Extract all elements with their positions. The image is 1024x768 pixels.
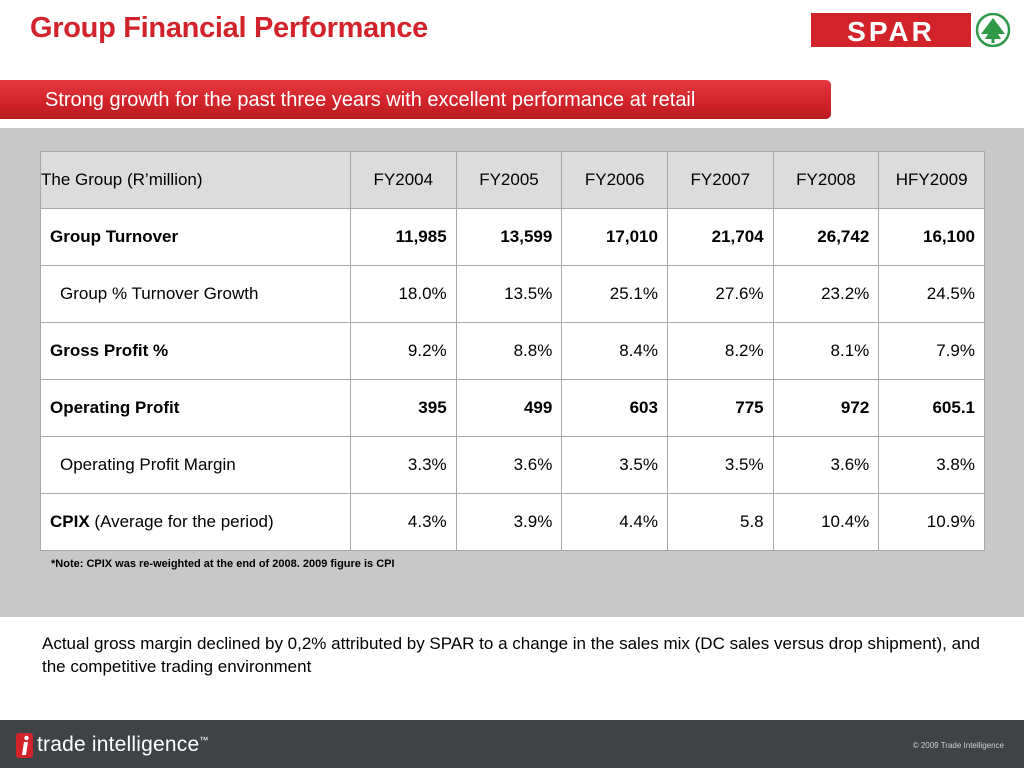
table-cell: 3.6% xyxy=(773,437,879,494)
table-row-operating-margin: Operating Profit Margin 3.3% 3.6% 3.5% 3… xyxy=(41,437,985,494)
table-cell: 27.6% xyxy=(667,266,773,323)
table-header-row: The Group (R’million) FY2004 FY2005 FY20… xyxy=(41,152,985,209)
row-label-suffix: (Average for the period) xyxy=(90,512,274,531)
table-cell: 16,100 xyxy=(879,209,985,266)
table-cell: 499 xyxy=(456,380,562,437)
table-cell: 17,010 xyxy=(562,209,668,266)
row-label: Operating Profit Margin xyxy=(41,437,351,494)
row-label-cpix: CPIX xyxy=(50,512,90,531)
trademark-symbol: ™ xyxy=(199,735,208,745)
row-label: Operating Profit xyxy=(41,380,351,437)
table-row-group-turnover: Group Turnover 11,985 13,599 17,010 21,7… xyxy=(41,209,985,266)
row-label: CPIX (Average for the period) xyxy=(41,494,351,551)
spar-logo: SPAR xyxy=(811,13,1012,47)
footer-brand-name: trade intelligence xyxy=(37,733,199,756)
table-cell: 3.9% xyxy=(456,494,562,551)
table-cell: 3.6% xyxy=(456,437,562,494)
table-cell: 775 xyxy=(667,380,773,437)
commentary-text: Actual gross margin declined by 0,2% att… xyxy=(42,632,982,678)
column-header: FY2005 xyxy=(456,152,562,209)
table-row-turnover-growth: Group % Turnover Growth 18.0% 13.5% 25.1… xyxy=(41,266,985,323)
banner-text: Strong growth for the past three years w… xyxy=(45,89,695,112)
table-panel: The Group (R’million) FY2004 FY2005 FY20… xyxy=(0,128,1024,617)
spar-tree-icon xyxy=(977,14,1009,46)
trade-intelligence-i-icon xyxy=(16,733,33,758)
header-label: The Group (R’million) xyxy=(41,152,351,209)
table-cell: 3.8% xyxy=(879,437,985,494)
table-cell: 9.2% xyxy=(351,323,457,380)
column-header: HFY2009 xyxy=(879,152,985,209)
subtitle-banner: Strong growth for the past three years w… xyxy=(0,80,831,119)
table-cell: 8.8% xyxy=(456,323,562,380)
footer-bar: trade intelligence™ © 2009 Trade Intelli… xyxy=(0,720,1024,768)
table-cell: 23.2% xyxy=(773,266,879,323)
table-cell: 10.9% xyxy=(879,494,985,551)
table-row-cpix: CPIX (Average for the period) 4.3% 3.9% … xyxy=(41,494,985,551)
table-cell: 18.0% xyxy=(351,266,457,323)
table-cell: 24.5% xyxy=(879,266,985,323)
table-cell: 3.5% xyxy=(667,437,773,494)
table-cell: 605.1 xyxy=(879,380,985,437)
financial-table: The Group (R’million) FY2004 FY2005 FY20… xyxy=(40,151,985,551)
table-cell: 10.4% xyxy=(773,494,879,551)
table-cell: 8.2% xyxy=(667,323,773,380)
table-row-gross-profit: Gross Profit % 9.2% 8.8% 8.4% 8.2% 8.1% … xyxy=(41,323,985,380)
table-cell: 8.4% xyxy=(562,323,668,380)
column-header: FY2004 xyxy=(351,152,457,209)
table-cell: 5.8 xyxy=(667,494,773,551)
table-cell: 11,985 xyxy=(351,209,457,266)
table-cell: 395 xyxy=(351,380,457,437)
copyright-text: © 2009 Trade Intelligence xyxy=(913,741,1004,750)
column-header: FY2008 xyxy=(773,152,879,209)
table-row-operating-profit: Operating Profit 395 499 603 775 972 605… xyxy=(41,380,985,437)
table-cell: 8.1% xyxy=(773,323,879,380)
table-cell: 13.5% xyxy=(456,266,562,323)
table-cell: 972 xyxy=(773,380,879,437)
row-label: Group Turnover xyxy=(41,209,351,266)
table-cell: 21,704 xyxy=(667,209,773,266)
row-label: Gross Profit % xyxy=(41,323,351,380)
table-cell: 25.1% xyxy=(562,266,668,323)
table-cell: 4.4% xyxy=(562,494,668,551)
row-label: Group % Turnover Growth xyxy=(41,266,351,323)
table-cell: 4.3% xyxy=(351,494,457,551)
table-footnote: *Note: CPIX was re-weighted at the end o… xyxy=(51,558,395,570)
table-cell: 3.5% xyxy=(562,437,668,494)
spar-logo-text: SPAR xyxy=(847,16,935,47)
table-cell: 13,599 xyxy=(456,209,562,266)
page-title: Group Financial Performance xyxy=(30,12,428,45)
column-header: FY2007 xyxy=(667,152,773,209)
column-header: FY2006 xyxy=(562,152,668,209)
table-cell: 26,742 xyxy=(773,209,879,266)
table-cell: 3.3% xyxy=(351,437,457,494)
table-cell: 603 xyxy=(562,380,668,437)
table-cell: 7.9% xyxy=(879,323,985,380)
footer-brand-text: trade intelligence™ xyxy=(37,733,209,757)
